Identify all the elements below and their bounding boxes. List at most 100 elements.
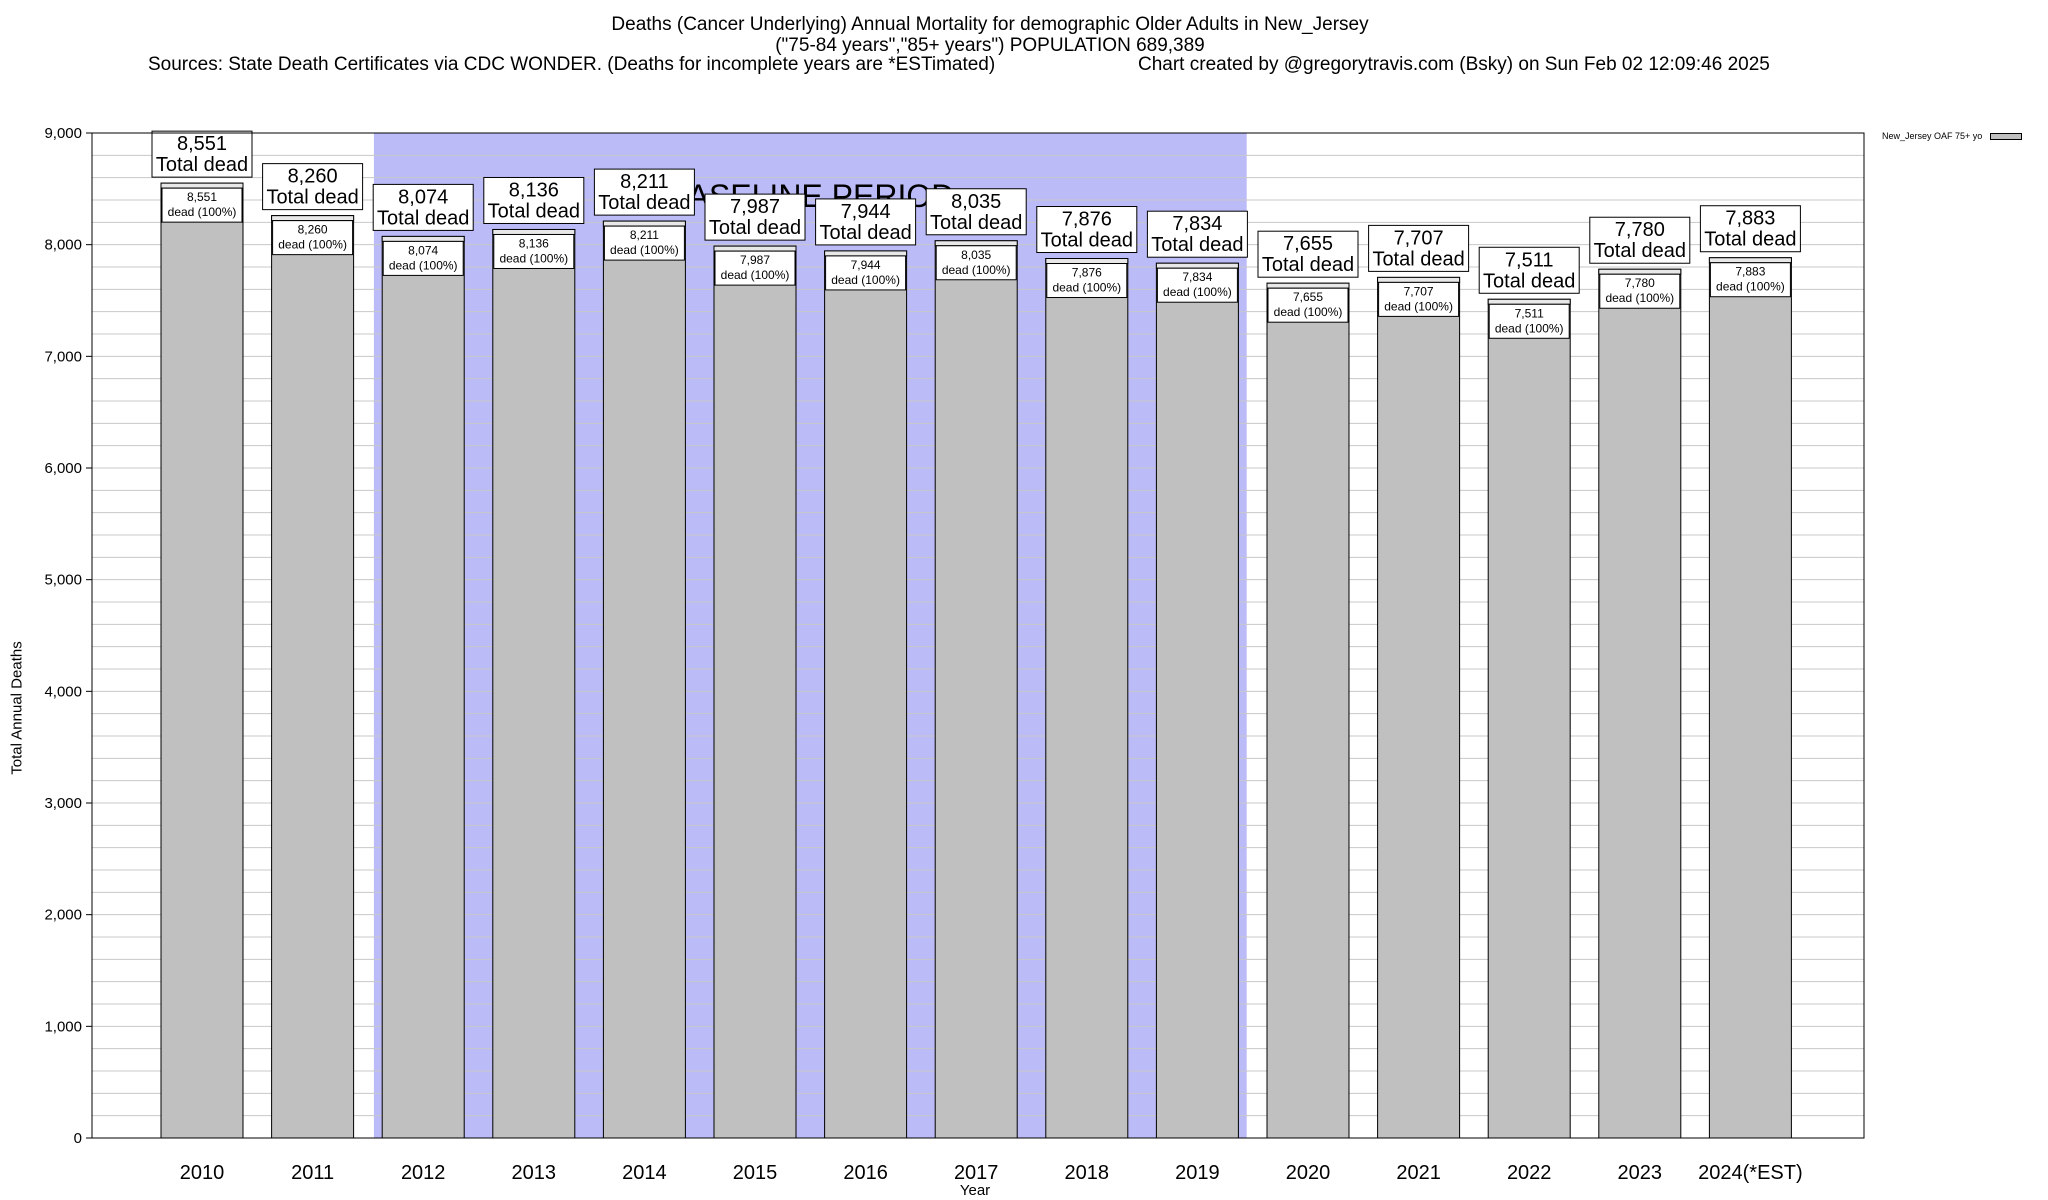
total-label-box (1257, 230, 1359, 278)
x-axis-label: Year (959, 1182, 991, 1199)
inner-percent-label: dead (100%) (610, 243, 679, 257)
chart-sources: Sources: State Death Certificates via CD… (148, 54, 996, 75)
total-dead-label: Total dead (1151, 234, 1243, 256)
inner-percent-label: dead (100%) (278, 238, 347, 252)
total-value-label: 7,834 (1172, 213, 1222, 235)
inner-percent-label: dead (100%) (1495, 321, 1564, 335)
inner-percent-label: dead (100%) (831, 273, 900, 287)
total-label-box (1036, 206, 1138, 254)
inner-label-box (1599, 273, 1681, 309)
inner-label-box (825, 255, 907, 291)
y-tick-label: 9,000 (44, 125, 82, 142)
inner-label-box (714, 250, 796, 286)
total-dead-label: Total dead (1372, 248, 1464, 270)
chart-credit: Chart created by @gregorytravis.com (Bsk… (1138, 54, 1770, 75)
inner-label-box (603, 225, 685, 261)
inner-value-label: 8,551 (187, 190, 217, 204)
total-label-box (1589, 216, 1691, 264)
total-value-label: 7,987 (730, 196, 780, 218)
y-tick-label: 8,000 (44, 237, 82, 254)
total-label-box (1146, 210, 1248, 258)
bar-cap (1708, 257, 1792, 264)
chart-title: Deaths (Cancer Underlying) Annual Mortal… (0, 14, 1980, 56)
inner-value-label: 8,211 (630, 228, 659, 242)
bar (934, 240, 1018, 1139)
y-tick-label: 2,000 (44, 907, 82, 924)
bar-cap (160, 182, 244, 189)
total-value-label: 7,944 (841, 201, 891, 223)
x-tick-label: 2023 (1618, 1162, 1663, 1184)
legend-swatch (1990, 132, 2023, 140)
inner-percent-label: dead (100%) (389, 258, 458, 272)
inner-percent-label: dead (100%) (168, 205, 237, 219)
y-tick-label: 1,000 (44, 1018, 82, 1035)
bar (1045, 258, 1129, 1139)
inner-percent-label: dead (100%) (1716, 280, 1785, 294)
inner-value-label: 8,074 (408, 243, 438, 257)
inner-percent-label: dead (100%) (942, 263, 1011, 277)
total-label-box (1478, 246, 1580, 294)
bar (1598, 268, 1682, 1139)
bar-cap (1045, 258, 1129, 265)
total-label-box (1368, 224, 1470, 272)
total-value-label: 7,655 (1283, 233, 1333, 255)
chart-title-line-2: ("75-84 years","85+ years") POPULATION 6… (775, 35, 1205, 56)
total-label-box (262, 163, 364, 211)
inner-percent-label: dead (100%) (1052, 281, 1121, 295)
y-tick-label: 7,000 (44, 348, 82, 365)
chart-title-line-1: Deaths (Cancer Underlying) Annual Mortal… (611, 14, 1369, 35)
x-tick-label: 2020 (1286, 1162, 1331, 1184)
total-dead-label: Total dead (156, 154, 248, 176)
legend-label: New_Jersey OAF 75+ yo (1882, 131, 1983, 141)
total-label-box (1699, 205, 1801, 253)
total-value-label: 8,074 (398, 186, 448, 208)
total-dead-label: Total dead (266, 187, 358, 209)
total-value-label: 7,511 (1505, 249, 1554, 271)
inner-label-box (1378, 281, 1460, 317)
bar-cap (381, 235, 465, 242)
inner-value-label: 8,035 (961, 248, 991, 262)
inner-label-box (493, 233, 575, 269)
total-value-label: 8,035 (951, 191, 1001, 213)
bar (1487, 298, 1571, 1139)
x-tick-label: 2022 (1507, 1162, 1552, 1184)
bar-cap (1487, 298, 1571, 305)
inner-label-box (272, 220, 354, 256)
total-value-label: 8,260 (288, 166, 338, 188)
total-label-box (483, 176, 585, 224)
bar (824, 250, 908, 1139)
total-label-box (151, 130, 253, 178)
bar (1266, 282, 1350, 1139)
x-tick-label: 2024(*EST) (1698, 1162, 1803, 1184)
inner-percent-label: dead (100%) (1384, 299, 1453, 313)
inner-label-box (382, 240, 464, 276)
inner-percent-label: dead (100%) (499, 251, 568, 265)
x-tick-label: 2015 (733, 1162, 778, 1184)
x-tick-label: 2012 (401, 1162, 446, 1184)
total-dead-label: Total dead (819, 222, 911, 244)
x-tick-label: 2017 (954, 1162, 999, 1184)
bar-cap (824, 250, 908, 257)
inner-value-label: 8,260 (298, 223, 328, 237)
inner-label-box (1046, 263, 1128, 299)
inner-label-box (1156, 267, 1238, 303)
y-axis-label: Total Annual Deaths (8, 641, 26, 775)
inner-value-label: 7,780 (1625, 276, 1655, 290)
total-label-box (593, 168, 695, 216)
total-label-box (372, 183, 474, 231)
x-tick-label: 2013 (512, 1162, 557, 1184)
bar-cap (1598, 268, 1682, 275)
inner-percent-label: dead (100%) (1274, 305, 1343, 319)
x-tick-label: 2018 (1065, 1162, 1110, 1184)
inner-value-label: 7,834 (1182, 270, 1212, 284)
bar (160, 182, 244, 1139)
x-tick-label: 2016 (843, 1162, 888, 1184)
total-dead-label: Total dead (930, 212, 1022, 234)
bar-cap (1377, 276, 1461, 283)
total-value-label: 8,211 (620, 171, 669, 193)
bar-cap (492, 228, 576, 235)
x-tick-label: 2011 (291, 1162, 334, 1184)
bar (713, 245, 797, 1139)
total-dead-label: Total dead (1704, 229, 1796, 251)
inner-value-label: 7,883 (1735, 265, 1765, 279)
